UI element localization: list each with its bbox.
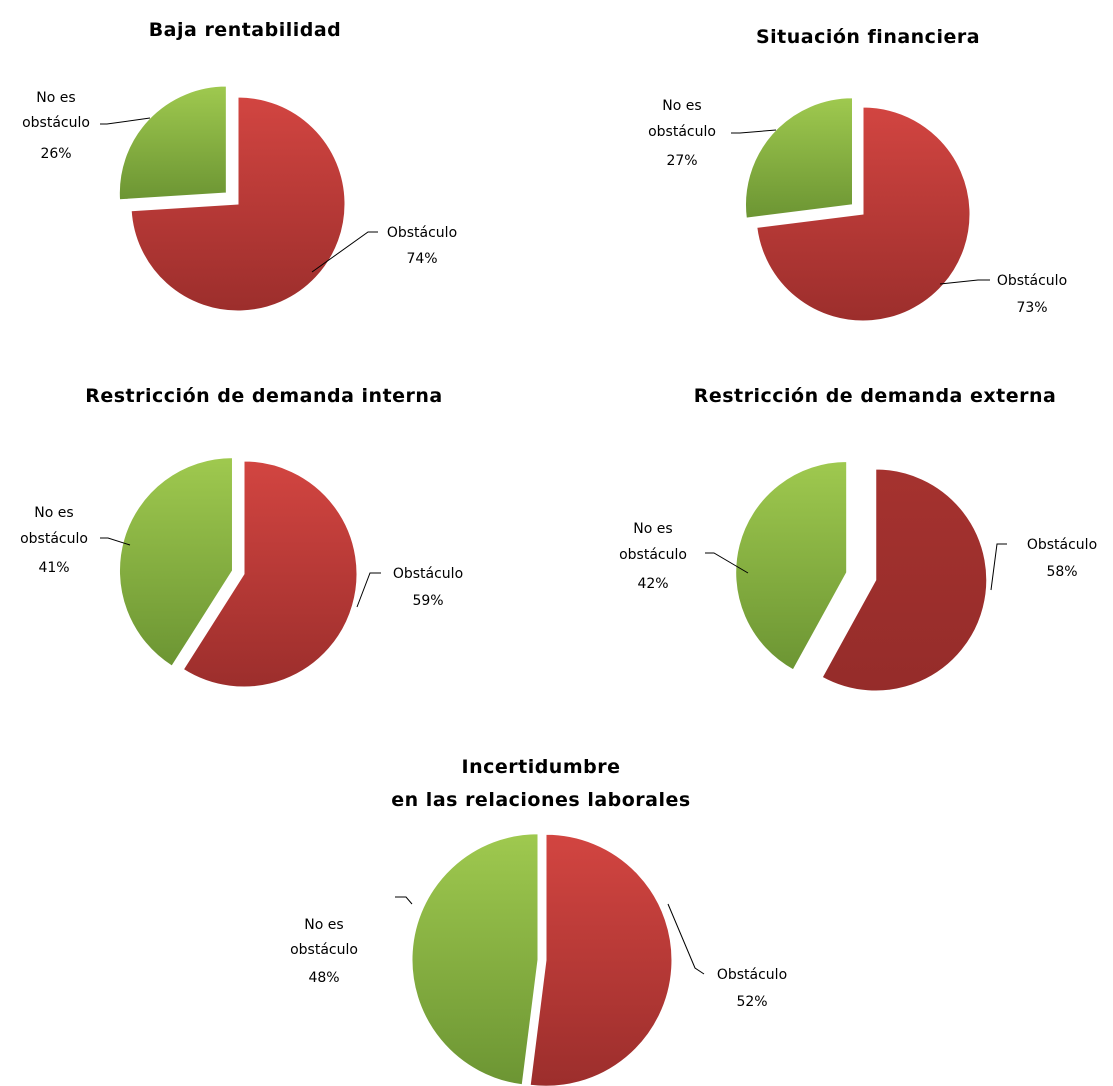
slice-name-label: obstáculo <box>20 531 88 547</box>
slice-name-label: Obstáculo <box>997 273 1067 289</box>
pie-slice-obstaculo <box>821 468 988 692</box>
slice-name-label: No es <box>36 90 75 106</box>
slice-percent-label: 42% <box>637 576 668 592</box>
slice-name-label: No es <box>662 98 701 114</box>
slice-percent-label: 52% <box>736 994 767 1010</box>
pie-chart-3: Restricción de demanda interna Obstáculo 5… <box>20 385 463 688</box>
pie-chart-1: Baja rentabilidad Obstáculo 74% No es obstác… <box>22 19 457 312</box>
chart-title: Incertidumbre <box>462 756 621 778</box>
pie-slice-no-es-obstaculo <box>745 97 853 219</box>
slice-name-label: No es <box>34 505 73 521</box>
pie-slice-no-es-obstaculo <box>118 457 233 667</box>
slice-name-label: Obstáculo <box>1027 537 1097 553</box>
pie-chart-4: Restricción de demanda externa Obstáculo 5… <box>619 385 1097 692</box>
slice-percent-label: 58% <box>1046 564 1077 580</box>
chart-title: Restricción de demanda interna <box>85 385 443 407</box>
pie-chart-5: Incertidumbre en las relaciones laborales… <box>290 756 787 1086</box>
leader-line <box>731 129 777 134</box>
slice-name-label: No es <box>633 521 672 537</box>
pie-slice-obstaculo <box>182 460 358 688</box>
chart-title: Baja rentabilidad <box>149 19 342 41</box>
slice-percent-label: 27% <box>666 153 697 169</box>
leader-line <box>311 231 378 273</box>
slice-name-label: obstáculo <box>290 942 358 958</box>
chart-title: Restricción de demanda externa <box>694 385 1057 407</box>
chart-title: Situación financiera <box>756 26 980 48</box>
slice-name-label: Obstáculo <box>393 566 463 582</box>
slice-name-label: Obstáculo <box>387 225 457 241</box>
leader-line <box>667 903 705 975</box>
leader-line <box>705 552 749 574</box>
slice-percent-label: 74% <box>406 251 437 267</box>
slice-percent-label: 41% <box>38 560 69 576</box>
pie-slice-obstaculo <box>529 833 673 1086</box>
leader-line <box>356 572 381 608</box>
pie-slice-no-es-obstaculo <box>118 85 227 201</box>
pie-slice-obstaculo <box>756 106 971 322</box>
slice-name-label: No es <box>304 917 343 933</box>
leader-line <box>100 537 131 546</box>
slice-name-label: obstáculo <box>22 115 90 131</box>
slice-name-label: Obstáculo <box>717 967 787 983</box>
slice-percent-label: 59% <box>412 593 443 609</box>
slice-name-label: obstáculo <box>619 547 687 563</box>
slice-percent-label: 73% <box>1016 300 1047 316</box>
chart-title: en las relaciones laborales <box>391 789 690 811</box>
pie-chart-2: Situación financiera Obstáculo 73% No es obs… <box>648 26 1067 322</box>
pie-slice-no-es-obstaculo <box>411 833 539 1086</box>
slice-name-label: obstáculo <box>648 124 716 140</box>
leader-line <box>990 543 1007 591</box>
pie-slice-no-es-obstaculo <box>735 461 848 671</box>
leader-line <box>100 117 151 125</box>
slice-percent-label: 26% <box>40 146 71 162</box>
pie-slice-obstaculo <box>130 96 346 312</box>
slice-percent-label: 48% <box>308 970 339 986</box>
leader-line <box>939 279 990 285</box>
leader-line <box>395 896 413 905</box>
